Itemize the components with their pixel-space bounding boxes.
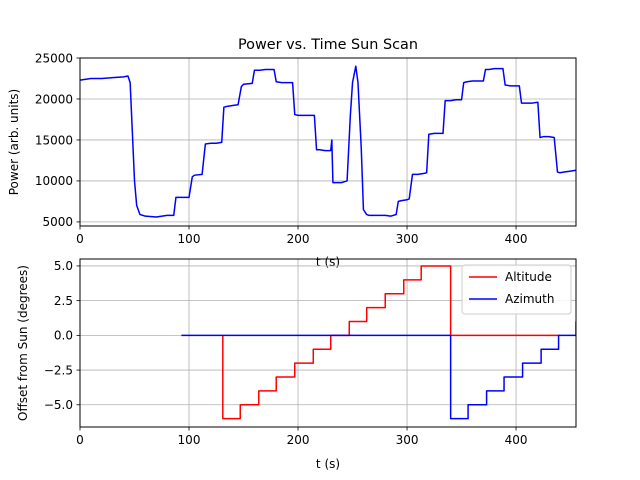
offset-plot-ylabel: Offset from Sun (degrees)	[16, 265, 30, 421]
offset-plot-ytick-label: −2.5	[44, 363, 73, 377]
offset-plot-frame	[79, 258, 577, 428]
offset-plot-xtick-label: 0	[76, 433, 84, 447]
power-plot-xtick-label: 200	[287, 232, 310, 246]
power-plot-series	[80, 65, 576, 218]
legend: Altitude Azimuth	[461, 264, 572, 315]
offset-plot-series	[181, 265, 576, 420]
power-plot-ytick-label: 20000	[35, 92, 73, 106]
power-plot-ytick-label: 10000	[35, 174, 73, 188]
power-plot: Power vs. Time Sun Scan 0 100 200 300 400 500…	[7, 37, 577, 269]
offset-plot-ytick-label: 0.0	[54, 329, 73, 343]
offset-plot-ytick-label: 5.0	[54, 259, 73, 273]
legend-label-altitude: Altitude	[505, 270, 552, 284]
power-plot-ytick-label: 25000	[35, 51, 73, 65]
offset-plot-xlabel: t (s)	[316, 457, 340, 471]
power-plot-xtick-label: 0	[76, 232, 84, 246]
offset-plot-xtick-label: 300	[396, 433, 419, 447]
power-plot-ticks: 0 100 200 300 400 5000 10000 15000 20000 25000	[35, 51, 528, 246]
power-plot-xtick-label: 300	[396, 232, 419, 246]
power-plot-title: Power vs. Time Sun Scan	[238, 37, 418, 53]
offset-plot-ytick-label: −5.0	[44, 398, 73, 412]
power-plot-xtick-label: 100	[178, 232, 201, 246]
power-plot-frame	[79, 57, 577, 227]
offset-plot-xtick-label: 400	[505, 433, 528, 447]
power-plot-ytick-label: 15000	[35, 133, 73, 147]
power-plot-grid	[79, 57, 576, 226]
offset-plot-xtick-label: 100	[178, 433, 201, 447]
power-plot-ytick-label: 5000	[42, 215, 73, 229]
offset-plot-ytick-label: 2.5	[54, 294, 73, 308]
offset-plot-ticks: 0 100 200 300 400 −5.0 −2.5 0.0 2.5 5.0	[44, 259, 528, 447]
offset-plot-series-azimuth	[181, 321, 576, 420]
offset-plot-xtick-label: 200	[287, 433, 310, 447]
power-plot-xlabel: t (s)	[316, 255, 340, 269]
offset-plot: 0 100 200 300 400 −5.0 −2.5 0.0 2.5 5.0 t (s) Off…	[16, 258, 577, 471]
legend-label-azimuth: Azimuth	[505, 292, 554, 306]
power-plot-ylabel: Power (arb. units)	[7, 89, 21, 196]
power-plot-series-line	[80, 65, 576, 218]
power-plot-xtick-label: 400	[505, 232, 528, 246]
